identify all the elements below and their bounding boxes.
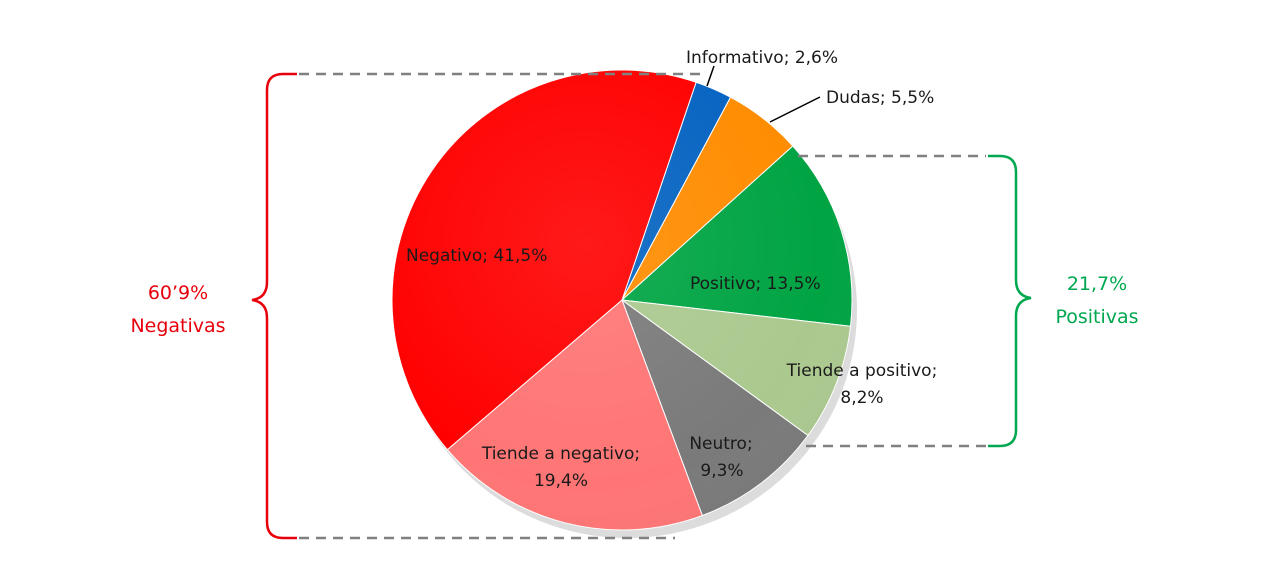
label-tiende-negativo-line1: Tiende a negativo; (481, 444, 640, 464)
label-tiende-positivo-line2: 8,2% (840, 388, 883, 408)
label-neutro-line1: Neutro; (689, 434, 752, 454)
negative-bracket (251, 72, 297, 540)
label-dudas: Dudas; 5,5% (826, 88, 934, 108)
positive-group-value: 21,7% (1067, 273, 1127, 295)
positive-group-label: Positivas (1055, 306, 1138, 328)
negative-group-label: Negativas (130, 315, 225, 337)
negative-group-value: 60’9% (148, 282, 208, 304)
label-neutro-line2: 9,3% (700, 461, 743, 481)
leader-line-dudas (769, 96, 821, 123)
label-tiende-negativo-line2: 19,4% (534, 471, 588, 491)
label-informativo: Informativo; 2,6% (686, 48, 838, 68)
label-negativo: Negativo; 41,5% (406, 246, 547, 266)
label-tiende-positivo-line1: Tiende a positivo; (786, 361, 938, 381)
positive-bracket (988, 154, 1032, 448)
label-positivo: Positivo; 13,5% (690, 274, 821, 294)
leader-line-informativo (706, 65, 715, 87)
